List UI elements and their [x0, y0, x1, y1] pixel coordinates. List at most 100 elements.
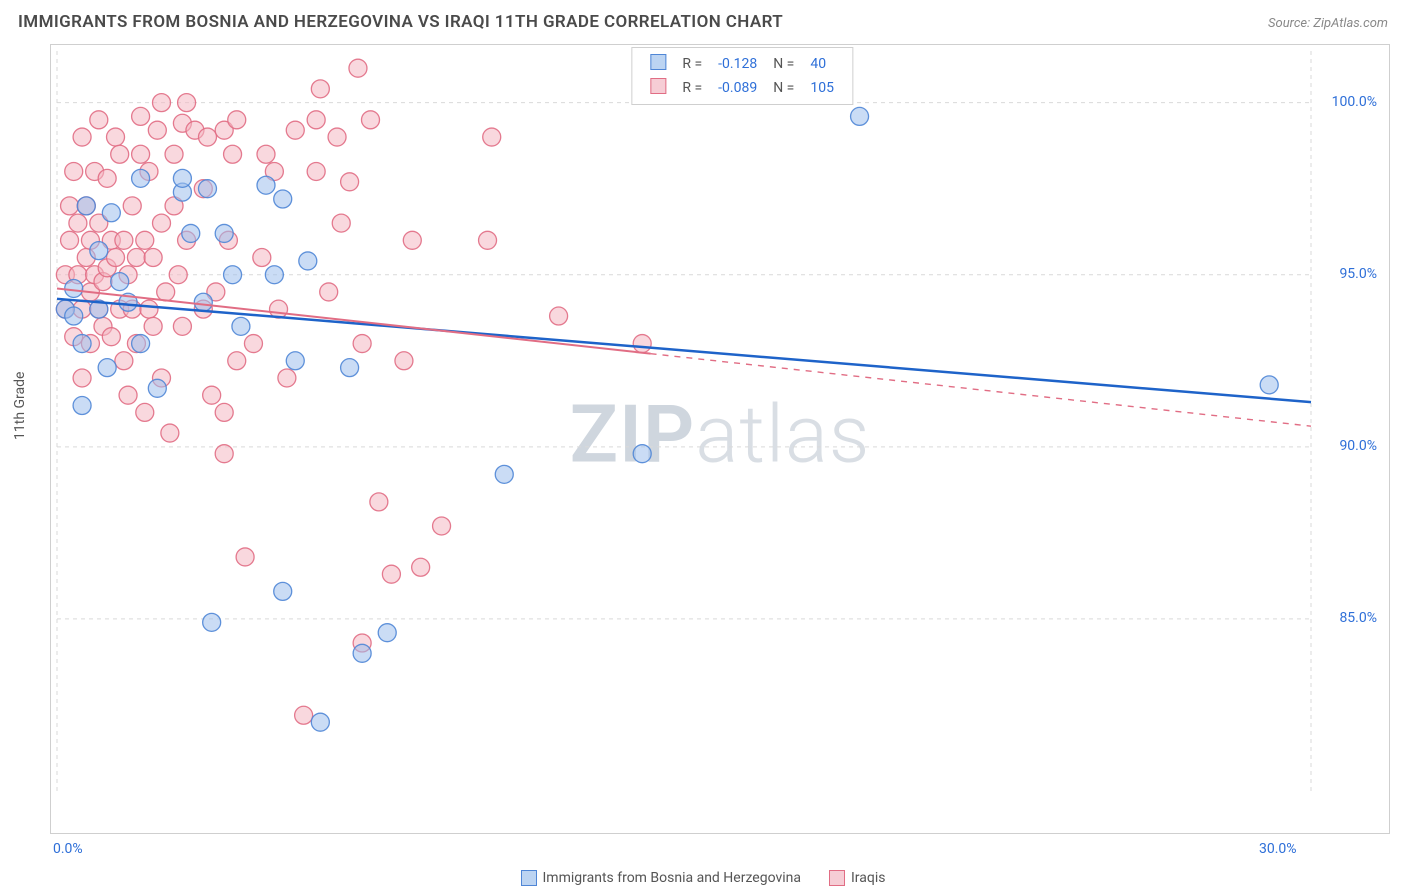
- scatter-point: [136, 231, 154, 249]
- scatter-point: [353, 335, 371, 353]
- scatter-point: [370, 493, 388, 511]
- scatter-point: [65, 307, 83, 325]
- scatter-point: [107, 249, 125, 267]
- scatter-point: [203, 386, 221, 404]
- source-label: Source: ZipAtlas.com: [1268, 16, 1388, 31]
- legend-swatch: [829, 870, 845, 886]
- scatter-point: [61, 231, 79, 249]
- scatter-point: [349, 59, 367, 77]
- scatter-point: [479, 231, 497, 249]
- scatter-point: [311, 80, 329, 98]
- scatter-point: [90, 111, 108, 129]
- scatter-point: [148, 379, 166, 397]
- y-tick-label: 95.0%: [1339, 266, 1377, 282]
- legend-swatch: [650, 78, 666, 94]
- scatter-point: [115, 352, 133, 370]
- scatter-point: [65, 279, 83, 297]
- scatter-point: [194, 293, 212, 311]
- legend-swatch: [521, 870, 537, 886]
- series-legend: Immigrants from Bosnia and Herzegovina Ir…: [0, 870, 1406, 886]
- legend-label: Iraqis: [851, 870, 885, 886]
- scatter-point: [307, 162, 325, 180]
- legend-r-value: -0.089: [710, 76, 765, 100]
- scatter-point: [102, 328, 120, 346]
- scatter-point: [144, 317, 162, 335]
- scatter-point: [111, 273, 129, 291]
- legend-r-value: -0.128: [710, 52, 765, 76]
- scatter-point: [173, 169, 191, 187]
- legend-n-value: 105: [802, 76, 842, 100]
- scatter-point: [332, 214, 350, 232]
- scatter-point: [286, 121, 304, 139]
- scatter-point: [320, 283, 338, 301]
- scatter-point: [228, 111, 246, 129]
- scatter-point: [382, 565, 400, 583]
- x-tick-label: 0.0%: [53, 841, 83, 857]
- scatter-point: [132, 335, 150, 353]
- scatter-point: [328, 128, 346, 146]
- scatter-point: [278, 369, 296, 387]
- scatter-point: [132, 145, 150, 163]
- scatter-point: [140, 300, 158, 318]
- scatter-point: [102, 204, 120, 222]
- legend-n-value: 40: [802, 52, 842, 76]
- scatter-point: [353, 644, 371, 662]
- scatter-point: [161, 424, 179, 442]
- chart-area: ZIPatlas R =-0.128N =40R =-0.089N =105 8…: [50, 44, 1390, 834]
- legend-n-label: N =: [765, 52, 802, 76]
- scatter-point: [433, 517, 451, 535]
- scatter-point: [157, 283, 175, 301]
- scatter-point: [257, 145, 275, 163]
- scatter-point: [123, 197, 141, 215]
- regression-line-dashed: [651, 354, 1311, 427]
- scatter-point: [232, 317, 250, 335]
- scatter-point: [215, 403, 233, 421]
- scatter-plot: [51, 45, 1389, 833]
- legend-swatch: [650, 54, 666, 70]
- legend-r-label: R =: [674, 52, 710, 76]
- scatter-point: [403, 231, 421, 249]
- legend-n-label: N =: [765, 76, 802, 100]
- scatter-point: [412, 558, 430, 576]
- scatter-point: [265, 266, 283, 284]
- scatter-point: [153, 214, 171, 232]
- scatter-point: [362, 111, 380, 129]
- scatter-point: [395, 352, 413, 370]
- scatter-point: [65, 162, 83, 180]
- scatter-point: [1260, 376, 1278, 394]
- scatter-point: [550, 307, 568, 325]
- scatter-point: [111, 145, 129, 163]
- scatter-point: [73, 397, 91, 415]
- scatter-point: [224, 145, 242, 163]
- scatter-point: [73, 128, 91, 146]
- scatter-point: [633, 445, 651, 463]
- scatter-point: [224, 266, 242, 284]
- scatter-point: [119, 386, 137, 404]
- scatter-point: [633, 335, 651, 353]
- scatter-point: [165, 145, 183, 163]
- legend-label: Immigrants from Bosnia and Herzegovina: [543, 870, 802, 886]
- y-tick-label: 100.0%: [1332, 94, 1377, 110]
- y-tick-label: 90.0%: [1339, 438, 1377, 454]
- scatter-point: [69, 214, 87, 232]
- scatter-point: [483, 128, 501, 146]
- scatter-point: [144, 249, 162, 267]
- regression-line: [57, 299, 1311, 402]
- scatter-point: [495, 465, 513, 483]
- legend-item: Immigrants from Bosnia and Herzegovina: [521, 870, 802, 886]
- legend-r-label: R =: [674, 76, 710, 100]
- scatter-point: [173, 317, 191, 335]
- scatter-point: [274, 190, 292, 208]
- scatter-point: [236, 548, 254, 566]
- y-tick-label: 85.0%: [1339, 610, 1377, 626]
- scatter-point: [299, 252, 317, 270]
- y-axis-label: 11th Grade: [12, 372, 28, 440]
- scatter-point: [77, 197, 95, 215]
- scatter-point: [136, 403, 154, 421]
- scatter-point: [182, 224, 200, 242]
- scatter-point: [253, 249, 271, 267]
- scatter-point: [341, 359, 359, 377]
- scatter-point: [107, 128, 125, 146]
- scatter-point: [274, 582, 292, 600]
- scatter-point: [203, 613, 221, 631]
